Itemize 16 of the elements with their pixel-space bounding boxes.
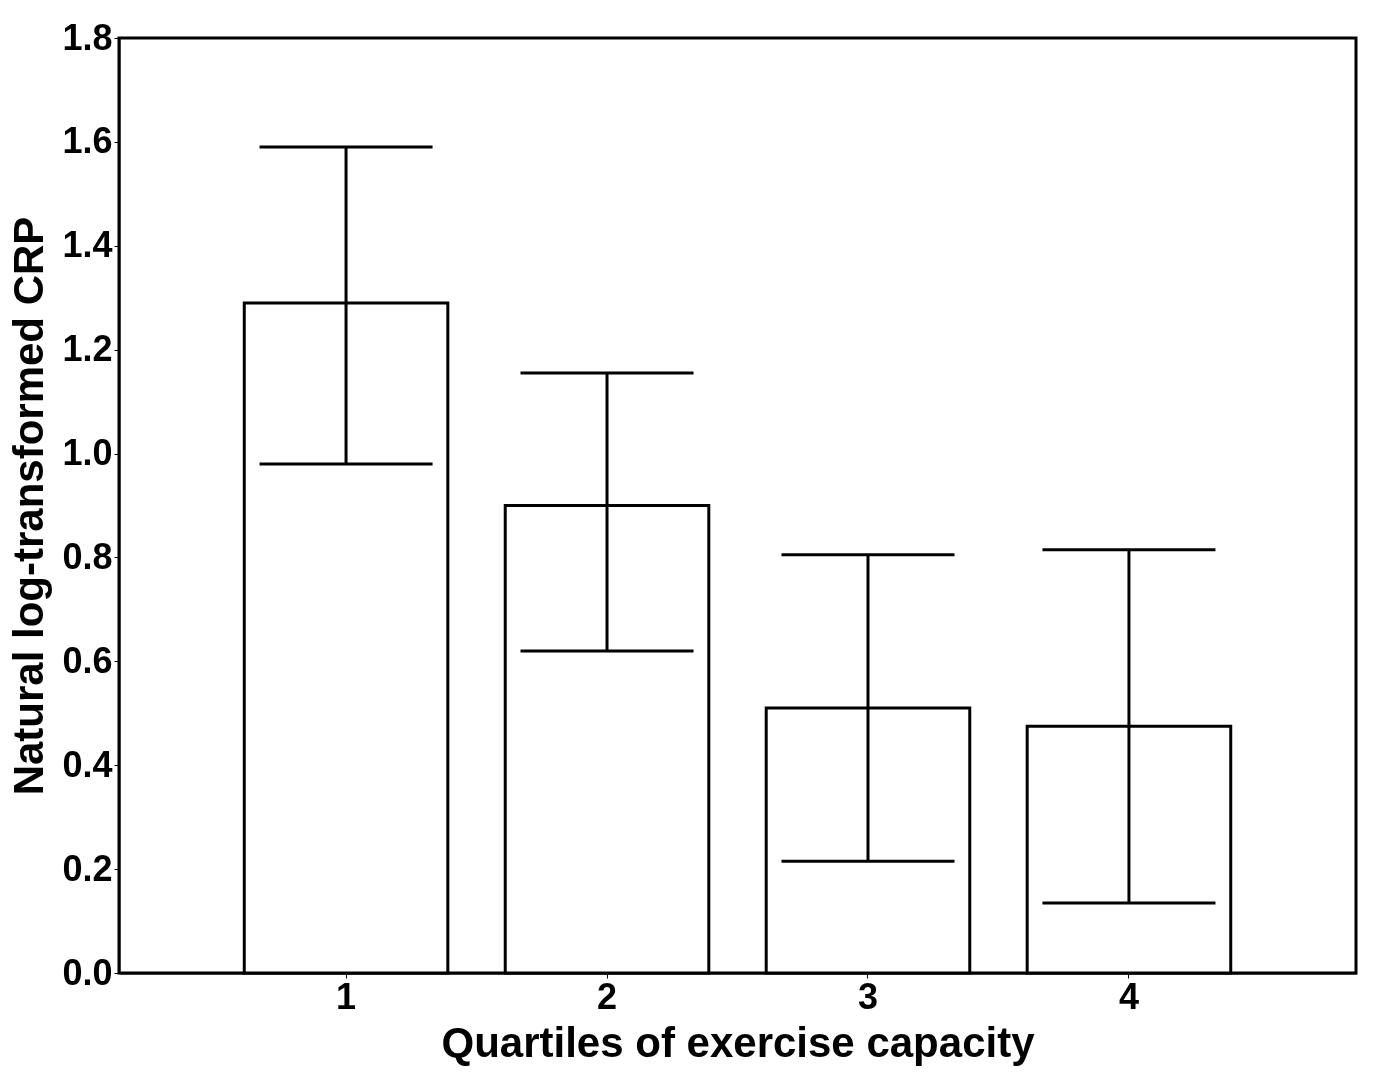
y-axis-title: Natural log-transformed CRP [5,216,53,796]
y-tick-label: 1.8 [62,16,113,58]
y-tick-label: 0.8 [62,535,113,577]
y-tick-label: 1.0 [62,432,113,474]
x-tick-label: 1 [336,975,357,1017]
y-tick-label: 1.2 [62,328,113,370]
y-tick-label: 0.2 [62,847,113,889]
y-tick-label: 0.6 [62,639,113,681]
y-tick-label: 0.0 [62,951,113,993]
x-tick-label: 4 [1118,975,1139,1017]
y-tick-label: 1.4 [62,224,113,266]
x-tick-label: 2 [597,975,618,1017]
y-tick-label: 0.4 [62,743,113,785]
y-tick-label: 1.6 [62,120,113,162]
x-axis-title: Quartiles of exercise capacity [441,1018,1036,1066]
x-tick-label: 3 [857,975,878,1017]
